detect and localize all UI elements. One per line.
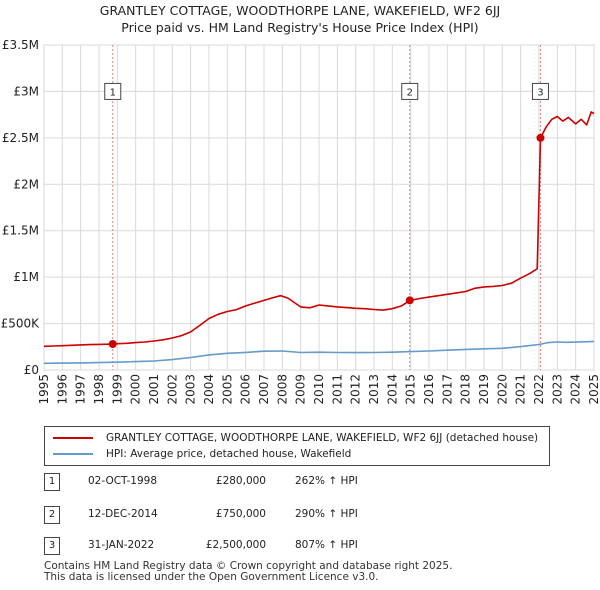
sale-marker-box [531, 82, 549, 100]
x-tick-label: 2015 [404, 374, 418, 405]
x-tick-label: 2014 [385, 374, 399, 405]
x-tick-label: 2023 [550, 374, 564, 405]
sale-point [108, 340, 117, 348]
y-tick-label: £2M [13, 177, 39, 191]
x-tick-label: 2002 [165, 374, 179, 405]
x-tick-label: 2001 [147, 374, 161, 405]
hpi-line [43, 340, 595, 365]
x-tick-label: 2005 [220, 374, 234, 405]
x-tick-label: 2016 [422, 374, 436, 405]
x-tick-label: 2019 [477, 374, 491, 405]
sale-date: 12-DEC-2014 [88, 508, 158, 520]
sale-marker-box [104, 82, 122, 100]
legend-item-property: GRANTLEY COTTAGE, WOODTHORPE LANE, WAKEF… [45, 430, 538, 446]
y-tick-label: £0 [24, 363, 39, 377]
sale-hpi-change: 262% ↑ HPI [295, 475, 358, 487]
sale-number-badge: 1 [44, 473, 60, 491]
y-tick-label: £500K [1, 317, 41, 331]
sale-price: £280,000 [215, 475, 266, 487]
y-tick-label: £2.5M [2, 131, 39, 145]
footer-copyright: Contains HM Land Registry data © Crown c… [44, 560, 453, 572]
legend-label-property: GRANTLEY COTTAGE, WOODTHORPE LANE, WAKEF… [106, 432, 539, 444]
x-tick-label: 1996 [55, 374, 69, 405]
title-line-1: GRANTLEY COTTAGE, WOODTHORPE LANE, WAKEF… [99, 3, 501, 18]
x-tick-label: 2024 [569, 374, 583, 405]
x-tick-label: 2000 [129, 374, 143, 405]
x-tick-label: 2025 [587, 374, 600, 405]
y-axis-ticks: £0 £500K £1M £1.5M £2M £2.5M £3M £3.5M [1, 38, 41, 377]
x-tick-label: 2003 [184, 374, 198, 405]
sale-price: £750,000 [215, 508, 266, 520]
y-tick-label: £1.5M [2, 224, 39, 238]
legend-swatch-hpi [53, 453, 93, 455]
legend-item-hpi: HPI: Average price, detached house, Wake… [45, 446, 351, 462]
y-tick-label: £1M [13, 270, 39, 284]
x-tick-label: 2011 [330, 374, 344, 405]
legend-label-hpi: HPI: Average price, detached house, Wake… [106, 448, 352, 460]
sale-marker-boxes: 1 2 3 [104, 82, 549, 100]
y-tick-label: £3M [13, 84, 39, 98]
sale-hpi-change: 807% ↑ HPI [295, 539, 358, 551]
x-tick-label: 1998 [92, 374, 106, 405]
sale-marker-label: 1 [110, 87, 116, 98]
title-line-2: Price paid vs. HM Land Registry's House … [121, 20, 479, 35]
x-tick-label: 2007 [257, 374, 271, 405]
x-tick-label: 1997 [74, 374, 88, 405]
chart-title: GRANTLEY COTTAGE, WOODTHORPE LANE, WAKEF… [0, 2, 600, 36]
sale-date: 31-JAN-2022 [88, 539, 155, 551]
sale-hpi-change: 290% ↑ HPI [295, 508, 358, 520]
x-tick-label: 2009 [294, 374, 308, 405]
x-tick-label: 2013 [367, 374, 381, 405]
x-tick-label: 2008 [275, 374, 289, 405]
sale-number-badge: 3 [44, 537, 60, 555]
x-tick-label: 2012 [349, 374, 363, 405]
x-tick-label: 2006 [239, 374, 253, 405]
x-axis-ticks: 1995 1996 1997 1998 1999 2000 2001 2002 2003 2004… [37, 374, 600, 405]
sale-point [405, 296, 414, 305]
sale-marker-label: 2 [407, 87, 413, 98]
grid [43, 44, 595, 371]
footer: Contains HM Land Registry data © Crown c… [44, 561, 452, 583]
x-tick-label: 2020 [495, 374, 509, 405]
sale-price: £2,500,000 [205, 539, 266, 551]
x-tick-label: 1999 [110, 374, 124, 405]
legend: GRANTLEY COTTAGE, WOODTHORPE LANE, WAKEF… [44, 426, 550, 466]
price-chart: 1 2 3 £0 £500K £1M £1.5M £2M £2.5M £3M £3.5M 1995… [1, 38, 600, 405]
legend-swatch-property [53, 437, 93, 439]
x-tick-label: 2004 [202, 374, 216, 405]
x-tick-label: 2010 [312, 374, 326, 405]
sale-number-badge: 2 [44, 506, 60, 524]
sale-point [536, 133, 545, 142]
sale-date: 02-OCT-1998 [88, 475, 157, 487]
y-tick-label: £3.5M [2, 38, 39, 52]
sale-points [108, 133, 545, 348]
series-lines [43, 111, 595, 365]
x-tick-label: 2018 [459, 374, 473, 405]
x-tick-label: 2017 [440, 374, 454, 405]
sale-marker-label: 3 [537, 87, 543, 98]
sale-marker-box [401, 82, 419, 100]
property-price-line [43, 111, 595, 348]
x-tick-label: 2022 [532, 374, 546, 405]
footer-licence: This data is licensed under the Open Gov… [44, 571, 379, 583]
x-tick-label: 1995 [37, 374, 51, 405]
x-tick-label: 2021 [514, 374, 528, 405]
